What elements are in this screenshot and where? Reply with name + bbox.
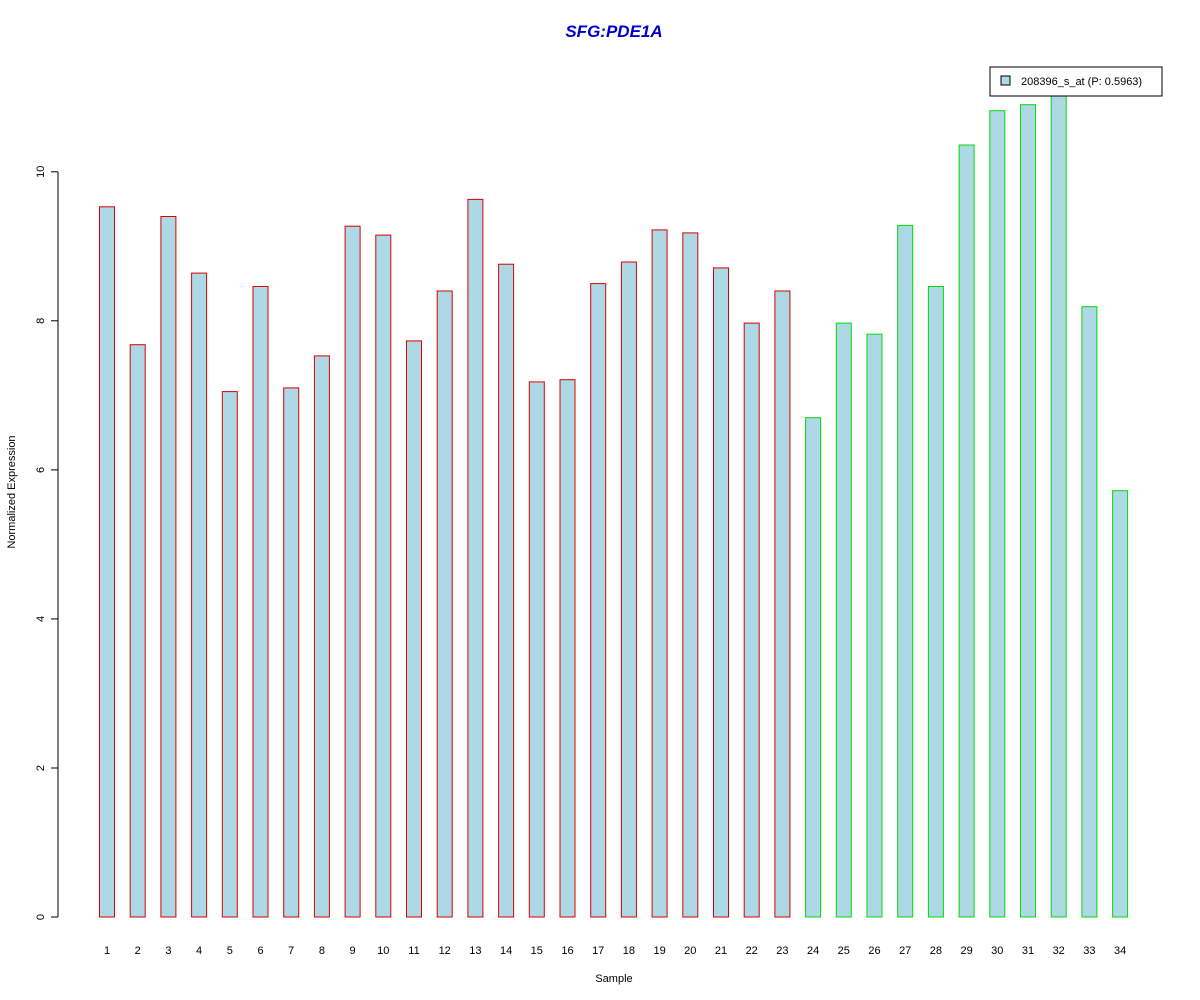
x-tick-label: 33 — [1083, 945, 1095, 957]
x-tick-label: 1 — [104, 945, 110, 957]
bar-sample-7 — [283, 387, 300, 918]
legend-swatch — [1000, 75, 1011, 86]
x-tick-label: 32 — [1053, 945, 1065, 957]
bar-sample-10 — [375, 234, 392, 918]
y-tick-label: 2 — [35, 765, 47, 771]
y-tick-label: 8 — [35, 318, 47, 324]
bar-sample-11 — [406, 340, 422, 918]
bar-sample-21 — [713, 267, 729, 918]
bar-sample-34 — [1112, 490, 1129, 918]
bar-sample-16 — [559, 379, 576, 918]
x-tick-label: 29 — [960, 945, 972, 957]
bar-sample-28 — [927, 286, 944, 918]
bar-sample-22 — [743, 322, 760, 918]
x-tick-label: 15 — [531, 945, 543, 957]
bar-sample-27 — [897, 224, 914, 918]
bar-sample-29 — [958, 144, 975, 918]
x-tick-label: 8 — [319, 945, 325, 957]
bar-sample-17 — [590, 283, 607, 918]
x-tick-label: 12 — [439, 945, 451, 957]
x-tick-label: 9 — [350, 945, 356, 957]
x-tick-label: 6 — [257, 945, 263, 957]
x-tick-label: 20 — [684, 945, 696, 957]
x-tick-label: 27 — [899, 945, 911, 957]
x-tick-label: 7 — [288, 945, 294, 957]
legend-box — [989, 66, 1163, 97]
bar-sample-20 — [682, 232, 699, 918]
y-tick-label: 4 — [35, 616, 47, 622]
x-tick-label: 28 — [930, 945, 942, 957]
bar-sample-19 — [651, 229, 668, 918]
bar-sample-26 — [866, 333, 883, 918]
bar-sample-33 — [1081, 306, 1098, 918]
x-tick-label: 21 — [715, 945, 727, 957]
bar-sample-23 — [774, 290, 791, 918]
bar-sample-5 — [221, 391, 238, 918]
bar-sample-12 — [436, 290, 453, 918]
x-tick-label: 30 — [991, 945, 1003, 957]
x-tick-label: 24 — [807, 945, 819, 957]
x-tick-label: 34 — [1114, 945, 1126, 957]
x-tick-label: 22 — [746, 945, 758, 957]
x-tick-label: 26 — [868, 945, 880, 957]
x-tick-label: 16 — [561, 945, 573, 957]
bar-sample-4 — [191, 272, 208, 918]
x-tick-label: 14 — [500, 945, 512, 957]
x-tick-label: 25 — [838, 945, 850, 957]
x-tick-label: 19 — [653, 945, 665, 957]
x-tick-label: 11 — [408, 945, 419, 957]
bar-sample-18 — [620, 261, 637, 918]
x-tick-label: 2 — [135, 945, 141, 957]
bar-sample-25 — [835, 322, 852, 918]
x-tick-label: 4 — [196, 945, 202, 957]
bar-sample-3 — [160, 216, 177, 918]
x-axis-label: Sample — [595, 973, 632, 985]
bar-sample-14 — [498, 263, 515, 918]
y-axis: 0 2 4 6 8 10 — [35, 166, 59, 920]
bar-sample-30 — [989, 110, 1006, 918]
x-tick-label: 13 — [469, 945, 481, 957]
bar-sample-15 — [528, 381, 545, 918]
legend-label: 208396_s_at (P: 0.5963) — [1021, 76, 1142, 88]
bar-sample-24 — [805, 417, 822, 918]
bar-sample-6 — [252, 286, 269, 918]
bar-sample-2 — [129, 344, 146, 918]
legend: 208396_s_at (P: 0.5963) — [989, 66, 1163, 97]
x-tick-label: 5 — [227, 945, 233, 957]
x-tick-label: 3 — [165, 945, 171, 957]
chart-title: SFG:PDE1A — [565, 22, 662, 41]
y-tick-label: 6 — [35, 467, 47, 473]
bar-sample-31 — [1020, 104, 1036, 918]
x-tick-label: 18 — [623, 945, 635, 957]
x-axis: 1 2 3 4 5 6 7 8 9 10 11 12 13 14 15 16 17 18 19 20 21 22 23 24 2… — [104, 945, 1126, 957]
bars-group — [99, 79, 1129, 918]
x-tick-label: 23 — [776, 945, 788, 957]
y-axis-label: Normalized Expression — [6, 435, 18, 548]
y-tick-label: 10 — [35, 166, 47, 178]
bar-sample-32 — [1050, 79, 1067, 918]
x-tick-label: 31 — [1022, 945, 1034, 957]
y-tick-label: 0 — [35, 914, 47, 920]
x-tick-label: 17 — [592, 945, 604, 957]
bar-sample-9 — [344, 225, 361, 918]
x-tick-label: 10 — [377, 945, 389, 957]
bar-sample-8 — [313, 355, 330, 918]
bar-sample-1 — [99, 206, 115, 918]
bar-sample-13 — [467, 198, 484, 918]
